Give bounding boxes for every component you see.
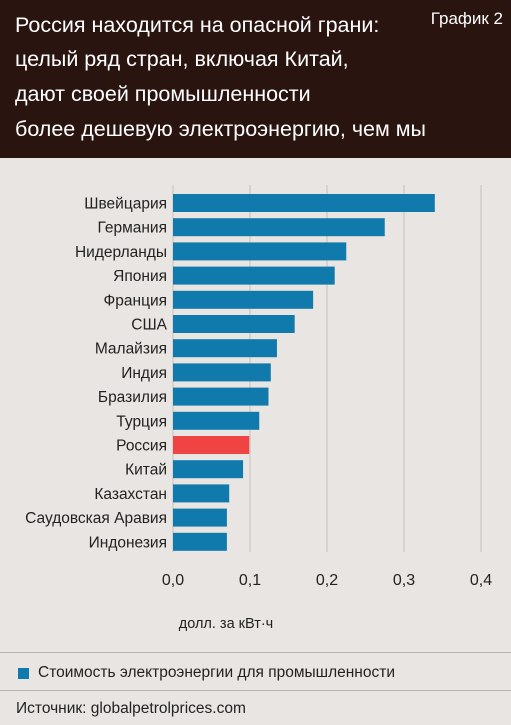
bar <box>173 460 244 479</box>
category-labels: Швейцария Германия Нидерланды Япония Франция… <box>25 196 167 552</box>
bar <box>173 315 295 333</box>
bar <box>173 411 260 430</box>
title-line-2: целый ряд стран, включая Китай, <box>15 47 349 71</box>
category-label: Япония <box>113 268 167 285</box>
legend-divider-top <box>0 652 511 653</box>
legend-label: Стоимость электроэнергии для промышленно… <box>38 664 395 681</box>
x-axis-unit-label: долл. за кВт·ч <box>179 616 273 632</box>
bar <box>173 218 385 237</box>
category-label: Германия <box>98 220 168 237</box>
bar <box>173 484 230 503</box>
bar <box>173 387 269 406</box>
category-label: Нидерланды <box>75 244 167 261</box>
title-line-1: Россия находится на опасной грани: <box>15 13 380 37</box>
chart-number-tag: График 2 <box>430 9 503 28</box>
x-tick-label: 0,0 <box>162 572 184 589</box>
bar <box>173 363 271 382</box>
x-tick-labels: 0,0 0,1 0,2 0,3 0,4 <box>162 572 492 589</box>
category-label: Саудовская Аравия <box>25 510 167 527</box>
bar <box>173 436 250 454</box>
x-tick-label: 0,4 <box>470 572 492 589</box>
bar <box>173 339 277 358</box>
category-label: Малайзия <box>95 341 167 358</box>
category-label: США <box>131 317 167 334</box>
legend-area: Стоимость электроэнергии для промышленно… <box>0 652 511 725</box>
category-label: Казахстан <box>94 486 167 503</box>
x-tick-label: 0,1 <box>239 572 261 589</box>
category-label: Бразилия <box>98 389 167 406</box>
category-label: Россия <box>116 438 167 455</box>
category-label: Китай <box>125 462 167 479</box>
category-label: Индонезия <box>89 534 167 551</box>
category-label: Индия <box>121 365 167 382</box>
category-label: Швейцария <box>84 196 167 213</box>
bar <box>173 290 314 309</box>
title-line-4: более дешевую электроэнергию, чем мы <box>15 117 426 141</box>
bar <box>173 194 435 212</box>
bar <box>173 532 227 551</box>
bars <box>173 194 435 551</box>
legend-swatch <box>18 668 29 679</box>
bar <box>173 242 347 261</box>
category-label: Франция <box>103 292 167 309</box>
category-label: Турция <box>116 413 167 430</box>
bar <box>173 508 227 527</box>
title-line-3: дают своей промышленности <box>15 82 311 106</box>
x-tick-label: 0,3 <box>393 572 415 589</box>
chart-header: Россия находится на опасной грани: целый… <box>0 0 511 158</box>
legend-divider-bottom <box>0 690 511 691</box>
bar <box>173 266 335 285</box>
x-tick-label: 0,2 <box>316 572 338 589</box>
source-note: Источник: globalpetrolprices.com <box>16 700 246 717</box>
